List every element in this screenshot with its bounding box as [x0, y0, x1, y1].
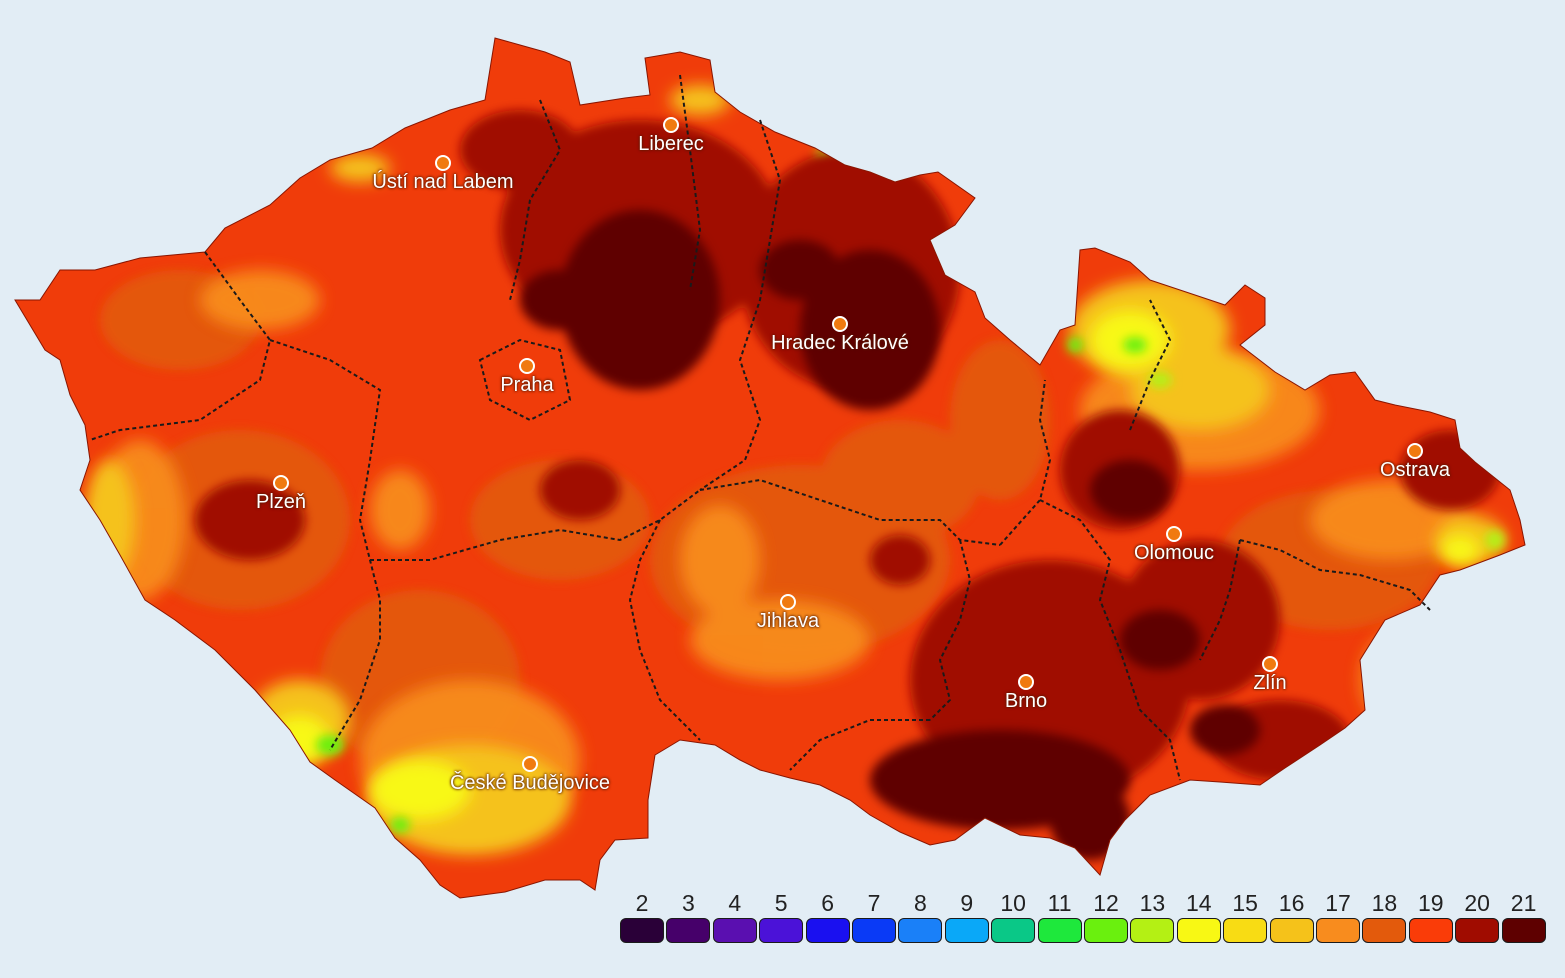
legend-item: 20: [1454, 890, 1500, 946]
legend-label: 21: [1510, 890, 1537, 916]
legend-item: 5: [758, 890, 804, 946]
legend-swatch: [1501, 918, 1546, 943]
legend-item: 7: [851, 890, 897, 946]
city-marker-icon[interactable]: [1018, 674, 1034, 690]
city-8[interactable]: Brno: [1005, 674, 1047, 712]
legend-label: 14: [1186, 890, 1212, 916]
city-marker-icon[interactable]: [780, 594, 796, 610]
legend-swatch: [944, 918, 989, 943]
legend-item: 3: [665, 890, 711, 946]
legend-item: 8: [897, 890, 943, 946]
legend-label: 2: [635, 890, 649, 916]
legend-label: 15: [1232, 890, 1258, 916]
legend-label: 9: [960, 890, 974, 916]
legend-swatch: [1455, 918, 1500, 943]
city-marker-icon[interactable]: [522, 756, 538, 772]
legend-item: 11: [1037, 890, 1083, 946]
city-marker-icon[interactable]: [832, 316, 848, 332]
legend-swatch: [759, 918, 804, 943]
legend-item: 19: [1408, 890, 1454, 946]
city-6[interactable]: Olomouc: [1134, 526, 1214, 564]
legend: 2 3 4 5 6 7 8 9 10 11 12 13 14 15 16 17 18 19 20 21: [619, 890, 1547, 946]
city-0[interactable]: Liberec: [638, 117, 704, 155]
city-marker-icon[interactable]: [663, 117, 679, 133]
city-7[interactable]: Jihlava: [757, 594, 819, 632]
legend-label: 18: [1371, 890, 1398, 916]
legend-item: 9: [944, 890, 990, 946]
legend-label: 16: [1278, 890, 1305, 916]
legend-label: 6: [821, 890, 834, 916]
legend-item: 18: [1361, 890, 1407, 946]
legend-swatch: [1084, 918, 1128, 943]
legend-item: 10: [990, 890, 1036, 946]
city-5[interactable]: Plzeň: [256, 475, 306, 513]
city-label: Zlín: [1253, 672, 1287, 694]
legend-item: 4: [712, 890, 758, 946]
city-2[interactable]: Hradec Králové: [771, 316, 909, 354]
legend-swatch: [1176, 918, 1221, 943]
legend-swatch: [1037, 918, 1082, 943]
city-label: Ostrava: [1379, 459, 1451, 481]
legend-label: 10: [1000, 890, 1026, 916]
city-label: Brno: [1004, 690, 1048, 712]
legend-item: 15: [1222, 890, 1268, 946]
legend-label: 11: [1047, 890, 1072, 916]
legend-swatch: [712, 918, 757, 943]
legend-item: 12: [1083, 890, 1129, 946]
legend-label: 17: [1325, 890, 1351, 916]
legend-swatch: [805, 918, 850, 943]
city-label: Olomouc: [1133, 542, 1215, 564]
city-marker-icon[interactable]: [519, 358, 535, 374]
city-1[interactable]: Ústí nad Labem: [372, 155, 514, 193]
legend-swatch: [1362, 918, 1407, 943]
legend-item: 13: [1129, 890, 1175, 946]
region-borders: [89, 74, 1431, 781]
legend-swatch: [1316, 918, 1360, 943]
city-marker-icon[interactable]: [273, 475, 289, 491]
legend-label: 19: [1418, 890, 1444, 916]
legend-swatch: [666, 918, 711, 943]
legend-label: 13: [1139, 890, 1166, 916]
legend-item: 17: [1315, 890, 1361, 946]
legend-swatch: [1130, 918, 1175, 943]
legend-swatch: [1269, 918, 1314, 943]
legend-item: 16: [1269, 890, 1315, 946]
legend-item: 6: [805, 890, 851, 946]
city-label: České Budějovice: [449, 772, 611, 794]
legend-label: 12: [1093, 890, 1119, 916]
city-4[interactable]: Ostrava: [1380, 443, 1450, 481]
legend-swatch: [852, 918, 896, 943]
city-marker-icon[interactable]: [1166, 526, 1182, 542]
legend-item: 2: [619, 890, 665, 946]
legend-swatch: [898, 918, 943, 943]
city-marker-icon[interactable]: [1262, 656, 1278, 672]
city-label: Praha: [500, 374, 554, 396]
legend-swatch: [1223, 918, 1268, 943]
legend-label: 7: [867, 890, 881, 916]
city-label: Jihlava: [756, 610, 820, 632]
legend-label: 3: [681, 890, 695, 916]
city-label: Ústí nad Labem: [372, 171, 514, 193]
legend-label: 20: [1464, 890, 1490, 916]
legend-swatch: [991, 918, 1036, 943]
city-label: Plzeň: [255, 491, 307, 513]
legend-label: 4: [728, 890, 742, 916]
legend-item: 21: [1501, 890, 1547, 946]
city-9[interactable]: Zlín: [1253, 656, 1287, 694]
city-3[interactable]: Praha: [500, 358, 554, 396]
city-marker-icon[interactable]: [1407, 443, 1423, 459]
legend-swatch: [620, 918, 664, 943]
city-label: Liberec: [638, 133, 704, 155]
legend-label: 5: [774, 890, 788, 916]
legend-label: 8: [913, 890, 927, 916]
legend-item: 14: [1176, 890, 1222, 946]
city-10[interactable]: České Budějovice: [450, 756, 610, 794]
city-marker-icon[interactable]: [435, 155, 451, 171]
city-label: Hradec Králové: [771, 332, 909, 354]
legend-swatch: [1408, 918, 1453, 943]
